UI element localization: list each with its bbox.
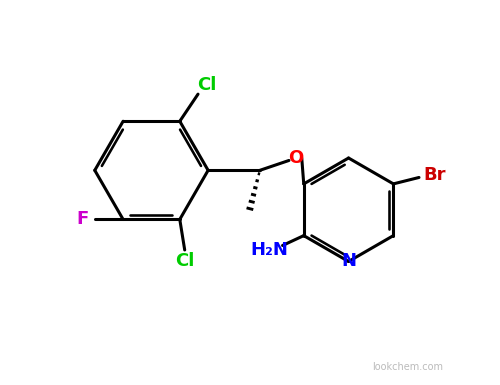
Text: F: F xyxy=(76,211,89,228)
Text: Br: Br xyxy=(424,166,446,184)
Text: H₂N: H₂N xyxy=(250,241,288,259)
Text: N: N xyxy=(341,253,356,271)
Text: Cl: Cl xyxy=(197,76,216,94)
Text: O: O xyxy=(288,149,303,167)
Text: lookchem.com: lookchem.com xyxy=(372,362,443,372)
Text: Cl: Cl xyxy=(175,252,195,270)
